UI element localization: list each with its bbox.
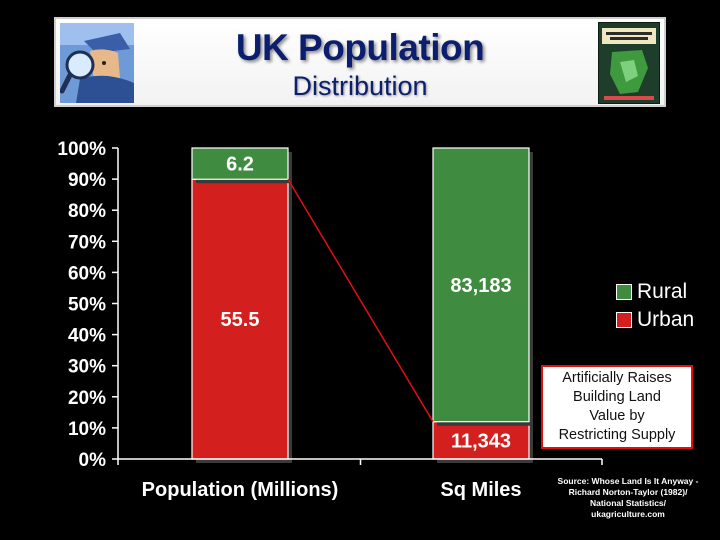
annotation-line: Building Land [573, 389, 661, 405]
y-tick-label: 50% [68, 295, 106, 316]
x-category-label: Sq Miles [440, 479, 521, 501]
data-label-rural: 83,183 [450, 275, 511, 297]
y-tick-label: 0% [79, 450, 107, 471]
source-line: Richard Norton-Taylor (1982)/ [568, 487, 688, 497]
data-label-urban: 55.5 [221, 309, 260, 331]
source-line: National Statistics/ [589, 498, 667, 508]
legend-label-rural: Rural [637, 280, 688, 303]
legend-label-urban: Urban [637, 308, 695, 331]
y-tick-label: 70% [68, 232, 106, 253]
detective-magnifier-icon [59, 23, 134, 103]
y-tick-label: 60% [68, 263, 106, 284]
y-axis: 0% 10% 20% 30% 40% 50% 60% 70% 80% 90% 100% [57, 139, 119, 471]
connector-lines [287, 178, 434, 423]
bar-segment-rural [191, 147, 289, 180]
annotation-box: Artificially Raises Building Land Value … [541, 365, 693, 449]
annotation-line: Value by [589, 408, 645, 424]
x-axis: Population (Millions) Sq Miles [117, 458, 603, 501]
legend-item-rural: Rural [616, 278, 694, 306]
y-tick-label: 40% [68, 326, 106, 347]
source-note: Source: Whose Land Is It Anyway - Richar… [548, 476, 708, 520]
bar-segment-urban [191, 178, 289, 460]
legend-swatch-urban [616, 312, 632, 328]
y-tick-label: 10% [68, 419, 106, 440]
page-title: UK Population [235, 27, 485, 68]
legend: Rural Urban [616, 278, 694, 334]
source-line: Source: Whose Land Is It Anyway - [557, 476, 699, 486]
data-label-urban: 11,343 [451, 430, 511, 452]
y-tick-label: 90% [68, 170, 106, 191]
page-subtitle: Distribution [292, 71, 428, 101]
legend-item-urban: Urban [616, 306, 694, 334]
y-tick-label: 30% [68, 357, 106, 378]
data-label-rural: 6.2 [226, 154, 254, 176]
legend-swatch-rural [616, 284, 632, 300]
annotation-line: Artificially Raises [562, 370, 672, 386]
bar-segment-urban [432, 421, 530, 460]
source-line: ukagriculture.com [591, 509, 665, 519]
y-tick-label: 80% [68, 201, 106, 222]
y-tick-label: 20% [68, 388, 106, 409]
x-category-label: Population (Millions) [142, 479, 339, 501]
y-tick-label: 100% [57, 139, 106, 160]
bar-segment-rural [432, 147, 530, 423]
connector-line [287, 178, 434, 423]
data-labels: 55.5 6.2 11,343 83,183 [221, 154, 512, 453]
bars [191, 147, 533, 463]
title-banner: UK Population Distribution [54, 17, 666, 107]
annotation-line: Restricting Supply [558, 427, 676, 443]
